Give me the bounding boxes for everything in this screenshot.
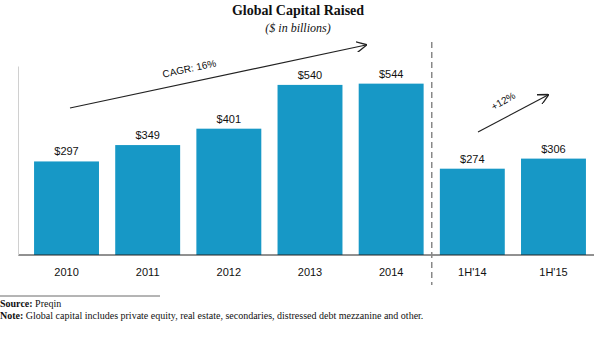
chart-subtitle: ($ in billions)	[265, 21, 330, 35]
x-tick-label: 2014	[379, 266, 403, 278]
x-tick: 2013	[298, 266, 322, 278]
data-labels: $297 $349 $401 $540 $544 $274 $306	[54, 68, 565, 165]
annotation: +12%	[489, 90, 517, 113]
y-axis	[18, 67, 19, 256]
data-label: $349	[135, 129, 159, 141]
chart-title: Global Capital Raised	[232, 3, 364, 18]
x-tick-label: 1H'14	[458, 266, 486, 278]
bars	[34, 84, 586, 255]
data-label: $306	[541, 143, 565, 155]
footnote: Note: Global capital includes private eq…	[0, 310, 423, 321]
bar	[359, 84, 424, 255]
data-label: $297	[54, 145, 78, 157]
annotation: CAGR: 16%	[161, 58, 217, 80]
x-tick: 2011	[136, 266, 160, 278]
x-tick: 2010	[54, 266, 78, 278]
annotations: CAGR: 16% +12%	[70, 45, 548, 132]
x-axis: 2010 2011 2012 2013 2014 1H'14 1H'15	[18, 255, 594, 278]
bar	[34, 161, 99, 255]
footnote-rule	[0, 296, 160, 297]
x-axis-line	[18, 255, 594, 256]
x-tick: 2012	[217, 266, 241, 278]
data-label: $274	[460, 153, 484, 165]
x-tick-label: 2012	[217, 266, 241, 278]
x-tick-label: 2011	[136, 266, 160, 278]
x-tick-label: 1H'15	[539, 266, 567, 278]
bar	[115, 145, 180, 255]
x-tick: 1H'15	[539, 266, 567, 278]
data-label: $544	[379, 68, 403, 80]
x-tick-label: 2013	[298, 266, 322, 278]
separator	[431, 42, 433, 285]
x-tick: 2014	[379, 266, 403, 278]
bar	[440, 169, 505, 255]
bar	[196, 129, 261, 255]
footnote: Source: Preqin	[0, 298, 61, 309]
x-tick: 1H'14	[458, 266, 486, 278]
bar	[521, 159, 586, 255]
bar	[278, 85, 343, 255]
chart-svg: Global Capital Raised ($ in billions) $297…	[0, 0, 596, 338]
arrow	[70, 45, 366, 108]
data-label: $540	[298, 69, 322, 81]
x-tick-label: 2010	[54, 266, 78, 278]
data-label: $401	[217, 113, 241, 125]
y-axis-line	[18, 67, 19, 256]
